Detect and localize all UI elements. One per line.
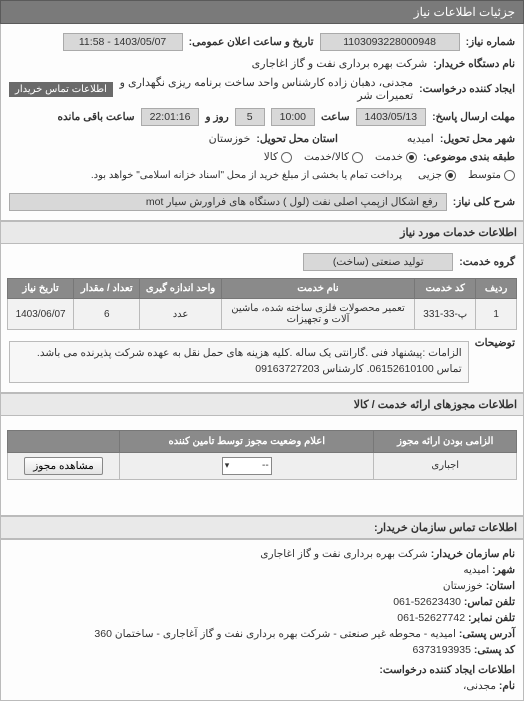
services-header: اطلاعات خدمات مورد نیاز: [0, 221, 524, 244]
scope-radio-group: متوسط جزیی: [418, 169, 515, 181]
req-creator-label: اطلاعات ایجاد کننده درخواست:: [379, 664, 515, 676]
services-section: گروه خدمت: تولید صنعتی (ساخت) ردیفکد خدم…: [0, 244, 524, 393]
permit-col-status: اعلام وضعیت مجوز توسط تامین کننده: [119, 430, 374, 452]
service-group-value: تولید صنعتی (ساخت): [303, 253, 453, 271]
table-header: تاریخ نیاز: [8, 279, 74, 299]
buyer-device-value: شرکت بهره برداری نفت و گاز اغاجاری: [252, 57, 428, 70]
req-name-label: نام:: [499, 680, 515, 692]
contact-section: نام سازمان خریدار: شرکت بهره برداری نفت …: [0, 539, 524, 701]
remain-suffix: ساعت باقی مانده: [58, 111, 135, 123]
table-cell: تعمیر محصولات فلزی ساخته شده، ماشین آلات…: [221, 299, 414, 330]
province-value: خوزستان: [209, 132, 251, 145]
contact-phone: 52623430-061: [393, 596, 461, 608]
contact-fax: 52627742-061: [397, 612, 465, 624]
need-number-value: 1103093228000948: [320, 33, 460, 51]
chevron-down-icon: ▾: [225, 460, 230, 471]
permit-col-required: الزامی بودن ارائه مجوز: [374, 430, 517, 452]
contact-postal-label: آدرس پستی:: [459, 628, 515, 640]
services-table: ردیفکد خدمتنام خدمتواحد اندازه گیریتعداد…: [7, 278, 517, 330]
class-option-kalaservice[interactable]: کالا/خدمت: [304, 151, 363, 163]
scope-option-medium[interactable]: متوسط: [468, 169, 515, 181]
permits-table: الزامی بودن ارائه مجوز اعلام وضعیت مجوز …: [7, 430, 517, 480]
class-option-kala[interactable]: کالا: [264, 151, 292, 163]
public-dt-value: 1403/05/07 - 11:58: [63, 33, 183, 51]
permit-action-cell: مشاهده مجوز: [8, 452, 120, 479]
permit-col-action: [8, 430, 120, 452]
buyer-device-label: نام دستگاه خریدار:: [433, 58, 515, 70]
need-title-label: شرح کلی نیاز:: [453, 196, 515, 208]
table-header: ردیف: [476, 279, 517, 299]
public-dt-label: تاریخ و ساعت اعلان عمومی:: [189, 36, 314, 48]
contact-zip-label: کد پستی:: [474, 644, 515, 656]
contact-city-label: شهر:: [492, 564, 515, 576]
city-value: امیدیه: [374, 132, 434, 145]
deadline-date: 1403/05/13: [356, 108, 427, 126]
need-general-section: شماره نیاز: 1103093228000948 تاریخ و ساع…: [0, 24, 524, 221]
notes-value: الزامات :پیشنهاد فنی .گارانتی یک ساله .ک…: [9, 341, 469, 383]
city-label: شهر محل تحویل:: [440, 133, 515, 145]
contact-header: اطلاعات تماس سازمان خریدار:: [0, 516, 524, 539]
table-cell: پ-33-331: [415, 299, 476, 330]
buyer-contact-button[interactable]: اطلاعات تماس خریدار: [9, 82, 113, 97]
province-label: استان محل تحویل:: [256, 133, 337, 145]
contact-province-label: استان:: [486, 580, 515, 592]
need-title-value: رفع اشکال ازپمپ اصلی نفت (لول ) دستگاه ه…: [9, 193, 447, 211]
remain-days: 5: [235, 108, 265, 126]
service-group-label: گروه خدمت:: [459, 256, 515, 268]
table-cell: 1403/06/07: [8, 299, 74, 330]
contact-org: شرکت بهره برداری نفت و گاز اغاجاری: [260, 548, 428, 560]
need-number-label: شماره نیاز:: [466, 36, 515, 48]
contact-city: امیدیه: [463, 564, 489, 576]
table-cell: 1: [476, 299, 517, 330]
deadline-label: مهلت ارسال پاسخ:: [432, 111, 515, 123]
creator-value: مجدنی، دهبان زاده کارشناس واحد ساخت برنا…: [119, 76, 413, 102]
radio-icon: [281, 152, 292, 163]
table-header: کد خدمت: [415, 279, 476, 299]
scope-option-minor[interactable]: جزیی: [418, 169, 456, 181]
table-header: نام خدمت: [221, 279, 414, 299]
table-cell: عدد: [140, 299, 221, 330]
permits-section: ۰۲۱-۸۸۳۴۹۶۷۰ الزامی بودن ارائه مجوز اعلا…: [0, 416, 524, 516]
deadline-time-label: ساعت: [321, 111, 350, 123]
page-header: جزئیات اطلاعات نیاز: [0, 0, 524, 24]
contact-zip: 6373193935: [413, 644, 471, 656]
table-header: واحد اندازه گیری: [140, 279, 221, 299]
table-row: 1پ-33-331تعمیر محصولات فلزی ساخته شده، م…: [8, 299, 517, 330]
scope-note: پرداخت تمام یا بخشی از مبلغ خرید از محل …: [91, 170, 402, 181]
table-header: تعداد / مقدار: [74, 279, 140, 299]
radio-icon: [504, 170, 515, 181]
notes-label: توضیحات: [475, 337, 515, 349]
permit-status-cell: -- ▾: [119, 452, 374, 479]
table-header-row: ردیفکد خدمتنام خدمتواحد اندازه گیریتعداد…: [8, 279, 517, 299]
permits-header: اطلاعات مجوزهای ارائه خدمت / کالا: [0, 393, 524, 416]
table-row: اجباری -- ▾ مشاهده مجوز: [8, 452, 517, 479]
contact-phone-label: تلفن تماس:: [464, 596, 515, 608]
page-title: جزئیات اطلاعات نیاز: [414, 5, 515, 19]
view-permit-button[interactable]: مشاهده مجوز: [24, 457, 103, 475]
class-option-service[interactable]: خدمت: [375, 151, 417, 163]
creator-label: ایجاد کننده درخواست:: [419, 83, 515, 95]
contact-province: خوزستان: [443, 580, 483, 592]
radio-icon: [445, 170, 456, 181]
table-cell: 6: [74, 299, 140, 330]
radio-icon: [406, 152, 417, 163]
radio-icon: [352, 152, 363, 163]
remain-day-label: روز و: [205, 111, 228, 123]
deadline-time: 10:00: [271, 108, 315, 126]
class-label: طبقه بندی موضوعی:: [423, 151, 515, 163]
permit-required-cell: اجباری: [374, 452, 517, 479]
contact-fax-label: تلفن نمابر:: [468, 612, 515, 624]
req-name: مجدنی،: [463, 680, 496, 692]
permit-status-dropdown[interactable]: -- ▾: [222, 457, 272, 475]
contact-org-label: نام سازمان خریدار:: [431, 548, 515, 560]
contact-postal: امیدیه - محوطه غیر صنعتی - شرکت بهره برد…: [94, 628, 456, 640]
remain-time: 22:01:16: [141, 108, 200, 126]
class-radio-group: خدمت کالا/خدمت کالا: [264, 151, 417, 163]
